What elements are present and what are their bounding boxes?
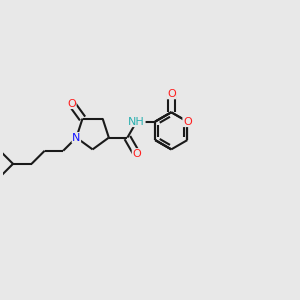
Text: O: O (183, 116, 192, 127)
Text: NH: NH (128, 116, 145, 127)
Text: O: O (132, 149, 141, 159)
Text: N: N (72, 133, 80, 142)
Text: O: O (67, 98, 76, 109)
Text: O: O (167, 89, 176, 99)
